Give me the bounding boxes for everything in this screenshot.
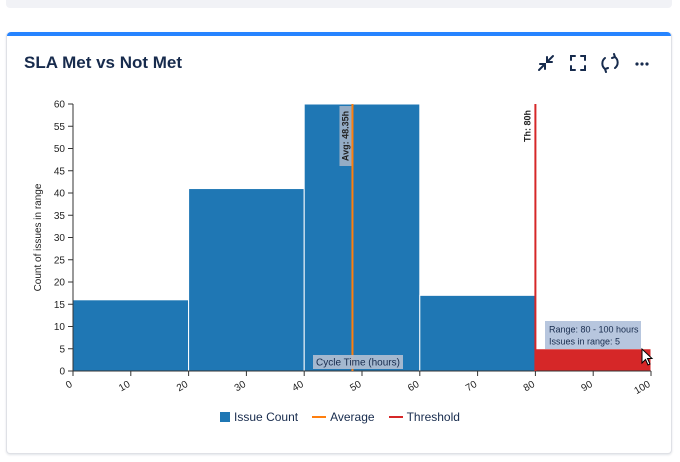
more-button[interactable]	[631, 52, 653, 74]
histogram-bar[interactable]	[188, 188, 305, 372]
x-tick-label: 30	[233, 379, 249, 394]
card-accent-bar	[7, 32, 671, 36]
y-tick-label: 55	[54, 122, 66, 133]
refresh-button[interactable]	[599, 52, 621, 74]
x-tick-label: 90	[580, 379, 596, 394]
histogram-bar[interactable]	[419, 294, 536, 372]
legend-label-issue-count: Issue Count	[234, 410, 299, 424]
y-tick-label: 25	[54, 255, 66, 266]
y-tick-label: 60	[54, 100, 66, 111]
legend-swatch-average	[312, 416, 327, 418]
average-label: Avg: 48.35h	[340, 111, 350, 161]
y-tick-label: 5	[59, 344, 65, 355]
top-strip	[6, 0, 672, 8]
y-tick-label: 10	[54, 322, 66, 333]
legend-item-issue-count[interactable]: Issue Count	[220, 410, 298, 424]
tooltip-line-count: Issues in range: 5	[549, 337, 620, 347]
widget-toolbar	[535, 52, 653, 74]
histogram-bar[interactable]	[303, 103, 421, 372]
x-axis-label-bg	[313, 355, 403, 369]
y-tick-label: 15	[54, 300, 66, 311]
y-tick-label: 20	[54, 278, 66, 289]
y-tick-label: 45	[54, 166, 66, 177]
legend-swatch-issue-count	[220, 412, 231, 422]
widget-title: SLA Met vs Not Met	[24, 53, 183, 72]
histogram-bar[interactable]	[534, 348, 652, 372]
threshold-label: Th: 80h	[522, 110, 532, 142]
tooltip-line-range: Range: 80 - 100 hours	[549, 325, 639, 335]
collapse-arrows-icon	[538, 55, 554, 71]
refresh-icon	[601, 53, 619, 73]
histogram-chart: 0 5 10 15 20 25 30 35 40 45 50 55 60 0 10 20 30 40 50 60 70 8…	[33, 100, 654, 397]
more-horizontal-icon	[635, 62, 649, 66]
x-tick-label: 50	[348, 379, 364, 394]
average-label-bg	[339, 106, 352, 166]
collapse-button[interactable]	[535, 52, 557, 74]
y-tick-label: 35	[54, 211, 66, 222]
x-tick-label: 60	[406, 379, 422, 394]
x-tick-label: 40	[291, 379, 307, 394]
histogram-bar[interactable]	[72, 299, 190, 372]
y-tick-label: 30	[54, 233, 66, 244]
legend-swatch-threshold	[388, 416, 403, 418]
chart-legend: Issue Count Average Threshold	[0, 410, 680, 424]
fullscreen-icon	[570, 55, 586, 71]
x-tick-label: 100	[633, 379, 653, 397]
mouse-cursor-icon	[641, 347, 654, 366]
x-tick-label: 0	[64, 379, 75, 392]
y-tick-label: 0	[59, 367, 65, 378]
y-tick-label: 40	[54, 189, 66, 200]
legend-label-average: Average	[330, 410, 375, 424]
x-tick-label: 80	[522, 379, 538, 394]
x-axis-label: Cycle Time (hours)	[316, 358, 400, 369]
x-tick-label: 20	[175, 379, 191, 394]
legend-item-threshold[interactable]: Threshold	[388, 410, 460, 424]
tooltip-box	[545, 321, 641, 349]
y-axis-label: Count of issues in range	[33, 183, 44, 291]
legend-label-threshold: Threshold	[406, 410, 460, 424]
legend-item-average[interactable]: Average	[312, 410, 375, 424]
fullscreen-button[interactable]	[567, 52, 589, 74]
x-tick-label: 10	[117, 379, 133, 394]
x-tick-label: 70	[464, 379, 480, 394]
y-tick-label: 50	[54, 144, 66, 155]
